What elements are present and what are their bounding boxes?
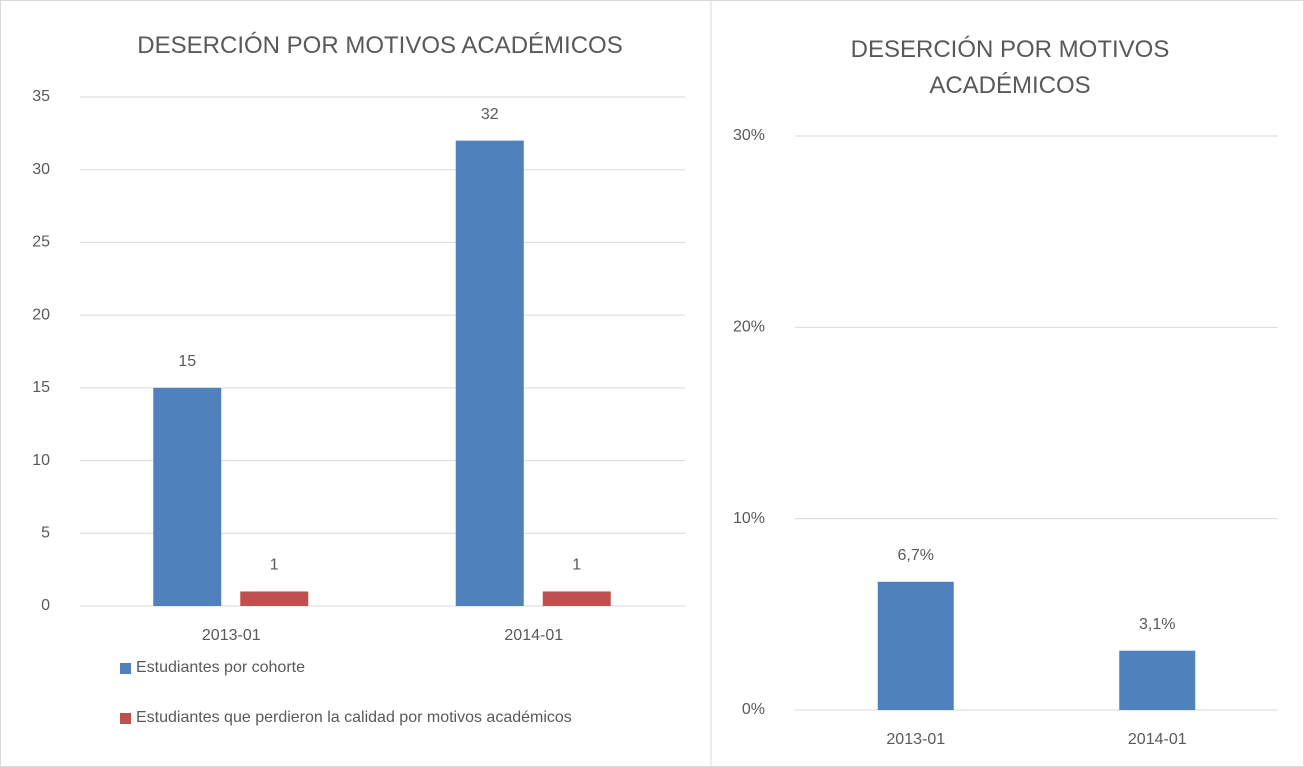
x-tick-label: 2014-01 bbox=[504, 627, 563, 644]
data-label: 1 bbox=[572, 557, 581, 574]
bar bbox=[153, 387, 222, 606]
bar bbox=[877, 581, 954, 710]
chart-title: DESERCIÓN POR MOTIVOS ACADÉMICOS bbox=[850, 36, 1170, 99]
y-tick-label: 10% bbox=[733, 510, 765, 527]
legend: Estudiantes por cohorte Estudiantes que p… bbox=[120, 656, 640, 756]
legend-label: Estudiantes por cohorte bbox=[136, 659, 305, 676]
bar bbox=[542, 591, 611, 606]
data-label: 32 bbox=[481, 106, 499, 123]
y-tick-label: 35 bbox=[32, 88, 50, 105]
bar bbox=[240, 591, 309, 606]
x-tick-label: 2014-01 bbox=[1128, 731, 1187, 748]
data-label: 15 bbox=[178, 353, 196, 370]
y-tick-label: 10 bbox=[32, 452, 50, 469]
x-tick-label: 2013-01 bbox=[886, 731, 945, 748]
bar bbox=[1119, 650, 1196, 710]
data-label: 3,1% bbox=[1139, 616, 1175, 633]
x-tick-label: 2013-01 bbox=[202, 627, 261, 644]
y-tick-label: 25 bbox=[32, 234, 50, 251]
y-tick-label: 0% bbox=[742, 701, 765, 718]
data-label: 6,7% bbox=[898, 547, 934, 564]
y-tick-label: 30 bbox=[32, 161, 50, 178]
legend-item: Estudiantes por cohorte bbox=[120, 656, 640, 680]
legend-item: Estudiantes que perdieron la calidad por… bbox=[120, 706, 640, 730]
y-tick-label: 20 bbox=[32, 306, 50, 323]
chart-title: DESERCIÓN POR MOTIVOS ACADÉMICOS bbox=[137, 32, 623, 59]
y-tick-label: 0 bbox=[41, 597, 50, 614]
legend-label: Estudiantes que perdieron la calidad por… bbox=[136, 709, 572, 726]
legend-swatch bbox=[120, 663, 131, 674]
legend-swatch bbox=[120, 713, 131, 724]
data-label: 1 bbox=[270, 557, 279, 574]
y-tick-label: 30% bbox=[733, 127, 765, 144]
y-tick-label: 5 bbox=[41, 525, 50, 542]
y-tick-label: 15 bbox=[32, 379, 50, 396]
bar bbox=[455, 140, 524, 606]
y-tick-label: 20% bbox=[733, 319, 765, 336]
